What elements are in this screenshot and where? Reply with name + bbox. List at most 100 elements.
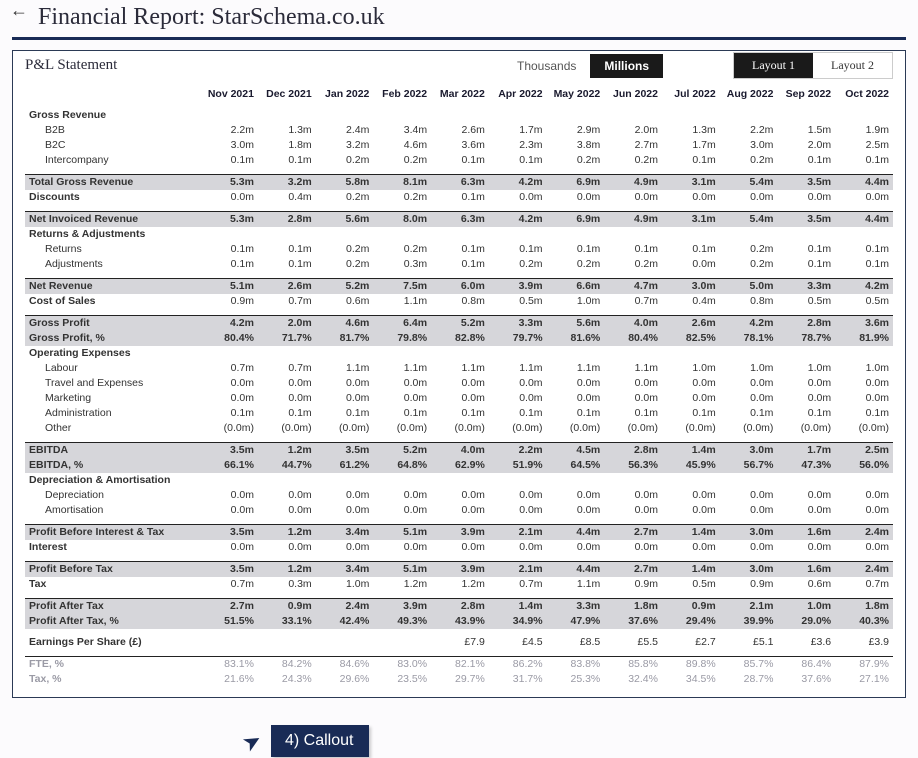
data-cell: 0.0m — [431, 540, 489, 555]
data-cell: 0.1m — [258, 242, 316, 257]
data-cell — [258, 473, 316, 488]
data-cell: 3.4m — [316, 561, 374, 577]
row-label: Interest — [25, 540, 200, 555]
data-cell: 84.2% — [258, 656, 316, 672]
row-label: Profit Before Tax — [25, 561, 200, 577]
data-cell — [316, 108, 374, 123]
data-cell: 2.4m — [316, 123, 374, 138]
data-cell: 0.5m — [777, 294, 835, 309]
data-cell: 0.2m — [316, 257, 374, 272]
data-cell: 82.1% — [431, 656, 489, 672]
data-cell: 3.3m — [777, 278, 835, 294]
col-header: Jun 2022 — [604, 86, 662, 108]
data-cell: (0.0m) — [835, 421, 893, 436]
data-cell: 0.1m — [662, 242, 720, 257]
table-row: Amortisation0.0m0.0m0.0m0.0m0.0m0.0m0.0m… — [25, 503, 893, 518]
data-cell — [316, 473, 374, 488]
data-cell: 0.0m — [200, 540, 258, 555]
page-title: Financial Report: StarSchema.co.uk — [38, 4, 385, 31]
col-header: Mar 2022 — [431, 86, 489, 108]
data-cell: 0.2m — [316, 190, 374, 205]
table-row: Net Invoiced Revenue5.3m2.8m5.6m8.0m6.3m… — [25, 211, 893, 227]
row-label: Gross Profit — [25, 315, 200, 331]
table-row: Profit After Tax, %51.5%33.1%42.4%49.3%4… — [25, 614, 893, 629]
data-cell — [373, 108, 431, 123]
data-cell: 3.8m — [547, 138, 605, 153]
data-cell: 4.2m — [489, 211, 547, 227]
data-cell: 2.3m — [489, 138, 547, 153]
data-cell: (0.0m) — [316, 421, 374, 436]
data-cell: 5.4m — [720, 211, 778, 227]
unit-millions-button[interactable]: Millions — [590, 54, 663, 78]
data-cell — [200, 473, 258, 488]
data-cell: 0.1m — [835, 257, 893, 272]
data-cell: 2.9m — [547, 123, 605, 138]
data-cell: 5.2m — [431, 315, 489, 331]
back-arrow-icon[interactable]: ← — [10, 0, 28, 21]
data-cell: 0.1m — [777, 406, 835, 421]
data-cell: 1.1m — [316, 361, 374, 376]
data-cell — [489, 227, 547, 242]
data-cell: 3.6m — [431, 138, 489, 153]
data-cell: 1.1m — [489, 361, 547, 376]
data-cell: 0.2m — [720, 242, 778, 257]
data-cell — [777, 227, 835, 242]
data-cell: 1.1m — [547, 577, 605, 592]
data-cell: 0.1m — [373, 406, 431, 421]
unit-thousands-button[interactable]: Thousands — [503, 54, 590, 78]
data-cell: 81.9% — [835, 331, 893, 346]
data-cell: 4.4m — [835, 211, 893, 227]
callout-text: 4) Callout — [285, 732, 353, 750]
data-cell: 27.1% — [835, 672, 893, 687]
data-cell: £5.5 — [604, 635, 662, 650]
data-cell: 1.1m — [431, 361, 489, 376]
data-cell — [489, 108, 547, 123]
data-cell: 0.0m — [777, 503, 835, 518]
data-cell: 0.0m — [373, 391, 431, 406]
data-cell: (0.0m) — [431, 421, 489, 436]
data-cell: 0.0m — [777, 190, 835, 205]
data-cell: 1.8m — [835, 598, 893, 614]
data-cell — [777, 473, 835, 488]
data-cell: 0.5m — [835, 294, 893, 309]
data-cell: 1.4m — [662, 524, 720, 540]
data-cell: 5.8m — [316, 174, 374, 190]
data-cell: 0.2m — [547, 153, 605, 168]
data-cell: 0.9m — [200, 294, 258, 309]
data-cell: 2.6m — [662, 315, 720, 331]
table-row: B2C3.0m1.8m3.2m4.6m3.6m2.3m3.8m2.7m1.7m3… — [25, 138, 893, 153]
data-cell: 2.2m — [489, 442, 547, 458]
layout-1-button[interactable]: Layout 1 — [734, 53, 813, 78]
data-cell: 0.0m — [489, 190, 547, 205]
layout-2-button[interactable]: Layout 2 — [813, 53, 892, 78]
data-cell: 0.0m — [777, 376, 835, 391]
data-cell: 1.0m — [777, 361, 835, 376]
data-cell: 0.0m — [200, 503, 258, 518]
data-cell: 29.0% — [777, 614, 835, 629]
data-cell: 56.3% — [604, 458, 662, 473]
data-cell — [777, 346, 835, 361]
data-cell: 0.0m — [835, 190, 893, 205]
data-cell: 0.0m — [662, 257, 720, 272]
data-cell: 21.6% — [200, 672, 258, 687]
data-cell: 0.0m — [316, 391, 374, 406]
data-cell: £4.5 — [489, 635, 547, 650]
data-cell: 2.1m — [489, 561, 547, 577]
table-row: Gross Profit, %80.4%71.7%81.7%79.8%82.8%… — [25, 331, 893, 346]
data-cell: 24.3% — [258, 672, 316, 687]
table-row: FTE, %83.1%84.2%84.6%83.0%82.1%86.2%83.8… — [25, 656, 893, 672]
data-cell — [373, 227, 431, 242]
data-cell: 3.5m — [316, 442, 374, 458]
data-cell: 8.1m — [373, 174, 431, 190]
data-cell: 49.3% — [373, 614, 431, 629]
data-cell: 3.0m — [720, 442, 778, 458]
data-cell: 0.1m — [489, 153, 547, 168]
table-row: Other(0.0m)(0.0m)(0.0m)(0.0m)(0.0m)(0.0m… — [25, 421, 893, 436]
data-cell: 0.7m — [200, 577, 258, 592]
data-cell: 79.8% — [373, 331, 431, 346]
data-cell: 0.4m — [258, 190, 316, 205]
data-cell: 0.6m — [777, 577, 835, 592]
data-cell: 43.9% — [431, 614, 489, 629]
data-cell: 0.2m — [373, 190, 431, 205]
table-row: Administration0.1m0.1m0.1m0.1m0.1m0.1m0.… — [25, 406, 893, 421]
